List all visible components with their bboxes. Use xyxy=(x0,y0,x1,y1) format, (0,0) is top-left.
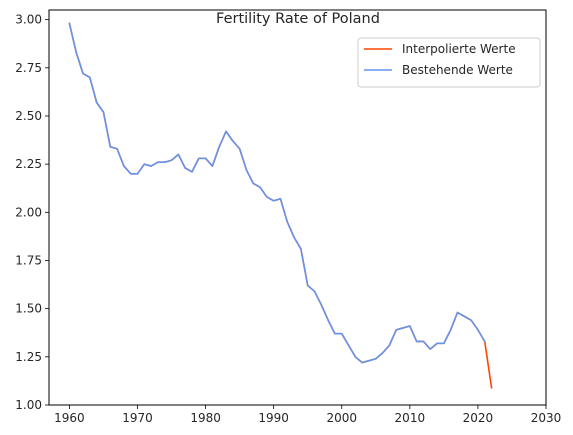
axis-layer: 1960 1970 1980 1990 2000 2010 2020 2030 1.00 1.25… xyxy=(15,13,561,425)
chart-title: Fertility Rate of Poland xyxy=(216,11,380,27)
plot-frame xyxy=(48,9,547,406)
y-tick-label-2: 1.50 xyxy=(15,302,42,316)
x-tick-label-4: 2000 xyxy=(326,411,357,425)
legend-label-0: Interpolierte Werte xyxy=(402,42,516,56)
y-tick-label-8: 3.00 xyxy=(15,13,42,27)
y-tick-label-7: 2.75 xyxy=(15,61,42,75)
x-tick-label-1: 1970 xyxy=(122,411,153,425)
x-tick-label-5: 2010 xyxy=(395,411,426,425)
y-tick-label-1: 1.25 xyxy=(15,350,42,364)
y-tick-label-4: 2.00 xyxy=(15,205,42,219)
x-tick-label-6: 2020 xyxy=(463,411,494,425)
x-tick-label-2: 1980 xyxy=(190,411,221,425)
series-line-1 xyxy=(68,22,486,364)
x-tick-label-0: 1960 xyxy=(54,411,85,425)
y-tick-label-6: 2.50 xyxy=(15,109,42,123)
legend-box xyxy=(357,37,541,88)
x-tick-label-7: 2030 xyxy=(531,411,562,425)
legend-label-1: Bestehende Werte xyxy=(402,63,513,77)
legend: Interpolierte Werte Bestehende Werte xyxy=(357,37,541,88)
y-tick-label-0: 1.00 xyxy=(15,398,42,412)
series-layer xyxy=(68,22,493,389)
x-tick-label-3: 1990 xyxy=(258,411,289,425)
y-tick-label-5: 2.25 xyxy=(15,157,42,171)
y-tick-label-3: 1.75 xyxy=(15,253,42,267)
